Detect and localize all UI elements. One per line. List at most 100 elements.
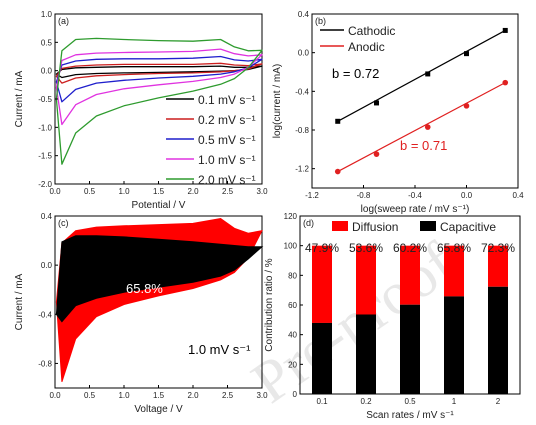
panel-d-y-tick-label: 100 (284, 242, 298, 251)
panel-d-y-tick-label: 120 (284, 212, 298, 221)
panel-b-series-0-point (502, 27, 508, 33)
panel-c-x-axis-label: Voltage / V (134, 404, 183, 415)
panel-c-y-tick-label: -0.8 (38, 359, 52, 368)
panel-d-x-tick-label: 0.2 (360, 397, 372, 406)
panel-b-series-1-point (334, 168, 341, 175)
panel-d-capacitive-bar (488, 286, 508, 394)
panel-d-x-tick-label: 0.5 (404, 397, 416, 406)
panel-d-x-tick-label: 0.1 (316, 397, 328, 406)
panel-a-legend-label: 1.0 mV s⁻¹ (198, 153, 256, 167)
panel-d-bar-value-label: 60.2% (393, 241, 427, 255)
panel-b-y-tick-label: 0.4 (298, 10, 310, 19)
panel-c-x-tick-label: 1.5 (153, 391, 165, 400)
panel-c-y-tick-label: 0.4 (41, 212, 53, 221)
panel-c-annotation: 1.0 mV s⁻¹ (188, 342, 251, 357)
panel-d-capacitive-bar (400, 304, 420, 394)
panel-c: 65.8% 1.0 mV s⁻¹ 0.0 0.5 1.0 1.5 2.0 2.5 3.0 -0.8… (14, 212, 268, 415)
panel-a-y-tick-label: -0.5 (38, 95, 52, 104)
panel-a-legend-label: 0.1 mV s⁻¹ (198, 93, 256, 107)
panel-a-x-tick-label: 0.5 (84, 187, 96, 196)
panel-d-x-tick-label: 1 (452, 397, 457, 406)
panel-c-y-tick-label: -0.4 (38, 310, 52, 319)
panel-a: 0.1 mV s⁻¹ 0.2 mV s⁻¹ 0.5 mV s⁻¹ 1.0 mV s⁻¹… (14, 10, 268, 211)
panel-b-legend-label: Anodic (348, 40, 385, 54)
panel-a-legend-label: 2.0 mV s⁻¹ (198, 173, 256, 187)
panel-a-series-1-curve (55, 62, 263, 84)
panel-c-annotation: 65.8% (126, 281, 163, 296)
panel-a-legend-label: 0.2 mV s⁻¹ (198, 113, 256, 127)
panel-b-y-axis-label: log(current / mA) (272, 64, 283, 138)
panel-a-x-tick-label: 0.0 (49, 187, 61, 196)
panel-c-x-tick-label: 1.0 (118, 391, 130, 400)
panel-d-bar-value-label: 47.9% (305, 241, 339, 255)
panel-d-capacitive-bar (356, 314, 376, 394)
panel-b-y-tick-label: -1.2 (295, 165, 309, 174)
panel-d-bar-value-label: 53.6% (349, 241, 383, 255)
panel-a-x-tick-label: 1.5 (153, 187, 165, 196)
panel-b: Cathodic Anodic b = 0.72 b = 0.71 -1.2 -0.8 -0… (272, 10, 524, 215)
panel-d-panel-label: (d) (303, 218, 314, 228)
panel-c-x-tick-label: 0.0 (49, 391, 61, 400)
panel-b-legend-label: Cathodic (348, 24, 395, 38)
panel-d: 0.1 47.9% 0.2 53.6% 0.5 60.2% 1 65.8% 2 72.3% Diff… (264, 212, 521, 421)
panel-b-x-tick-label: -1.2 (305, 191, 319, 200)
panel-a-y-tick-label: -2.0 (38, 180, 52, 189)
panel-a-series-4-curve (55, 37, 263, 165)
panel-d-bar-value-label: 65.8% (437, 241, 471, 255)
panel-a-x-tick-label: 2.5 (222, 187, 234, 196)
panel-a-y-tick-label: 0.0 (41, 67, 53, 76)
panel-a-x-tick-label: 2.0 (187, 187, 199, 196)
panel-c-capacitive-area (55, 235, 264, 323)
panel-d-y-axis-label: Contribution ratio / % (264, 258, 275, 351)
panel-d-legend-swatch (420, 221, 436, 231)
panel-a-y-tick-label: 1.0 (41, 10, 53, 19)
panel-b-x-tick-label: -0.8 (357, 191, 371, 200)
panel-b-series-1-point (463, 103, 470, 109)
panel-b-panel-label: (b) (315, 16, 326, 26)
panel-c-x-tick-label: 0.5 (84, 391, 96, 400)
panel-b-series-1-point (373, 151, 380, 157)
panel-d-legend-label: Diffusion (352, 220, 398, 234)
panel-c-x-tick-label: 3.0 (256, 391, 268, 400)
panel-a-legend-label: 0.5 mV s⁻¹ (198, 133, 256, 147)
panel-c-y-tick-label: 0.0 (41, 261, 53, 270)
panel-c-y-axis-label: Current / mA (14, 273, 25, 330)
panel-a-panel-label: (a) (58, 16, 69, 26)
panel-b-series-1-fit-line (337, 82, 506, 173)
panel-b-series-1-point (502, 79, 509, 86)
panel-a-series-2-curve (55, 55, 263, 103)
panel-d-legend-label: Capacitive (440, 220, 496, 234)
panel-b-x-axis-label: log(sweep rate / mV s⁻¹) (361, 204, 470, 215)
panel-a-series-0-curve (55, 65, 263, 79)
panel-d-x-tick-label: 2 (496, 397, 501, 406)
panel-a-x-axis-label: Potential / V (132, 200, 186, 211)
panel-d-capacitive-bar (312, 322, 332, 394)
panel-d-x-axis-label: Scan rates / mV s⁻¹ (366, 410, 454, 421)
panel-b-series-0-point (335, 118, 341, 124)
panel-b-series-0-fit-line (337, 29, 506, 122)
panel-a-series-3-curve (55, 48, 263, 126)
panels: 0.1 mV s⁻¹ 0.2 mV s⁻¹ 0.5 mV s⁻¹ 1.0 mV s⁻¹… (14, 10, 524, 421)
panel-b-y-tick-label: -0.4 (295, 87, 309, 96)
panel-b-y-tick-label: 0.0 (298, 49, 310, 58)
panel-d-capacitive-bar (444, 296, 464, 394)
panel-d-diffusion-bar (356, 245, 376, 315)
panel-a-y-tick-label: 0.5 (41, 38, 53, 47)
panel-c-x-tick-label: 2.0 (187, 391, 199, 400)
panel-b-x-tick-label: 0.4 (512, 191, 524, 200)
panel-b-series-0-point (425, 71, 431, 77)
panel-b-y-tick-label: -0.8 (295, 126, 309, 135)
panel-d-diffusion-bar (488, 245, 508, 287)
panel-a-x-tick-label: 3.0 (256, 187, 268, 196)
panel-c-panel-label: (c) (58, 218, 69, 228)
panel-d-y-tick-label: 80 (288, 271, 297, 280)
panel-d-bar-value-label: 72.3% (481, 241, 515, 255)
panel-c-x-tick-label: 2.5 (222, 391, 234, 400)
panel-b-series-1-point (424, 124, 431, 130)
panel-d-diffusion-bar (312, 245, 332, 323)
panel-b-x-tick-label: 0.0 (461, 191, 473, 200)
panel-a-y-axis-label: Current / mA (14, 70, 25, 127)
panel-b-x-tick-label: -0.4 (408, 191, 422, 200)
panel-a-y-tick-label: -1.0 (38, 123, 52, 132)
